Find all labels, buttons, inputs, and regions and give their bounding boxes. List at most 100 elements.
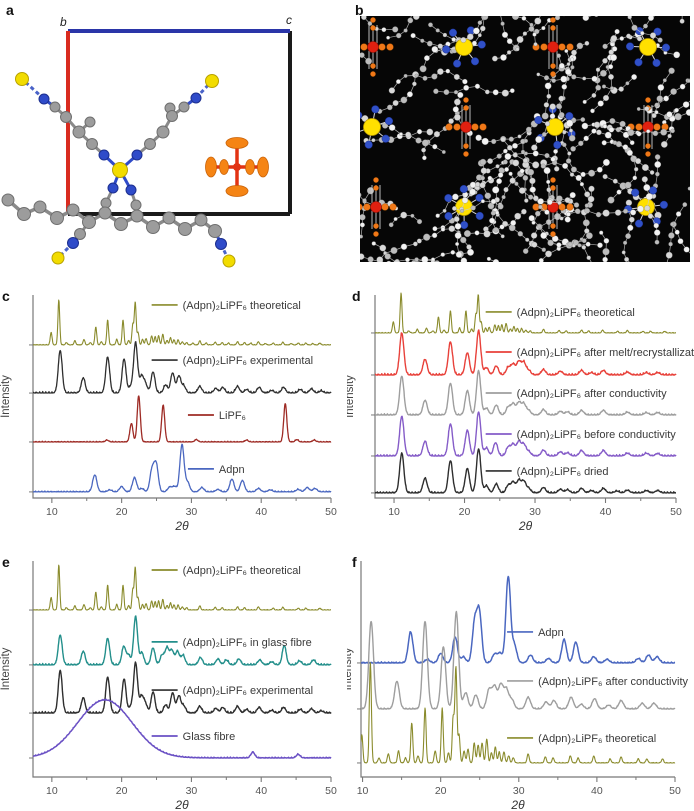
organic-atom bbox=[512, 142, 518, 149]
fluorine-ellipsoid bbox=[245, 159, 255, 175]
organic-atom bbox=[500, 234, 505, 239]
organic-atom bbox=[529, 177, 536, 185]
organic-chain-bond bbox=[600, 232, 607, 262]
organic-atom bbox=[460, 37, 467, 43]
organic-atom bbox=[435, 28, 440, 33]
organic-atom bbox=[591, 75, 598, 82]
nitrogen-atom bbox=[384, 116, 394, 126]
organic-atom bbox=[432, 226, 438, 232]
organic-atom bbox=[584, 203, 590, 208]
nitrogen-atom bbox=[381, 134, 390, 143]
organic-atom bbox=[662, 78, 667, 83]
organic-atom bbox=[410, 213, 415, 218]
organic-atom bbox=[384, 253, 391, 260]
xrd-trace-before_conductivity bbox=[375, 411, 677, 457]
organic-atom bbox=[480, 175, 485, 181]
nitrogen-atom bbox=[565, 112, 574, 121]
organic-chain-bond bbox=[430, 16, 487, 41]
legend-label-lipf6: LiPF₆ bbox=[219, 410, 246, 422]
organic-atom bbox=[556, 103, 562, 109]
carbon-atom bbox=[17, 207, 31, 221]
organic-atom bbox=[414, 73, 419, 78]
organic-atom bbox=[487, 158, 493, 164]
organic-atom bbox=[647, 213, 654, 219]
organic-atom bbox=[531, 144, 538, 151]
organic-atom bbox=[660, 141, 668, 148]
organic-atom bbox=[371, 138, 376, 143]
fluorine-atom bbox=[453, 123, 461, 131]
carbon-atom bbox=[114, 217, 128, 231]
organic-chain-bond bbox=[388, 16, 412, 39]
axes bbox=[32, 295, 331, 499]
organic-atom bbox=[396, 32, 402, 39]
organic-atom bbox=[482, 16, 489, 20]
organic-atom bbox=[419, 65, 427, 73]
legend-label-dried: (Adpn)₂LiPF₆ dried bbox=[517, 466, 609, 478]
organic-atom bbox=[587, 195, 595, 203]
organic-atom bbox=[567, 151, 572, 156]
xrd-trace-theoretical bbox=[33, 299, 332, 346]
organic-atom bbox=[453, 73, 460, 80]
nitrogen-atom bbox=[190, 92, 202, 104]
organic-atom bbox=[582, 99, 587, 104]
fluorine-atom bbox=[558, 43, 566, 51]
organic-atom bbox=[525, 237, 530, 242]
organic-atom bbox=[637, 205, 644, 213]
organic-atom bbox=[599, 230, 604, 235]
fluorine-atom bbox=[373, 231, 379, 237]
organic-atom bbox=[590, 108, 595, 114]
xrd-plot-d: 10 20 30 40 50 2θ Intensity (Adpn)₂LiPF₆ theore… bbox=[347, 292, 694, 533]
organic-atom bbox=[569, 172, 575, 177]
organic-atom bbox=[532, 161, 540, 169]
fluorine-atom bbox=[360, 43, 368, 51]
organic-atom bbox=[550, 156, 556, 162]
organic-atom bbox=[685, 109, 690, 116]
organic-atom bbox=[448, 225, 456, 232]
organic-atom bbox=[366, 187, 375, 195]
organic-atom bbox=[544, 121, 550, 127]
organic-atom bbox=[591, 128, 597, 134]
nitrogen-atom bbox=[653, 27, 662, 36]
organic-atom bbox=[581, 238, 587, 244]
organic-atom bbox=[514, 181, 519, 186]
organic-atom bbox=[522, 158, 528, 164]
legend-label-theoretical: (Adpn)₂LiPF₆ theoretical bbox=[538, 733, 656, 745]
organic-atom bbox=[614, 209, 622, 216]
organic-atom bbox=[547, 239, 554, 247]
carbon-atom bbox=[194, 213, 208, 227]
carbon-atom bbox=[66, 203, 80, 217]
organic-atom bbox=[521, 16, 527, 21]
organic-atom bbox=[687, 79, 690, 83]
organic-atom bbox=[601, 140, 607, 146]
nitrogen-atom bbox=[460, 220, 469, 230]
organic-atom bbox=[621, 250, 626, 255]
organic-atom bbox=[634, 167, 639, 172]
organic-atom bbox=[618, 86, 624, 92]
carbon-atom bbox=[208, 224, 222, 238]
organic-atom bbox=[601, 84, 607, 89]
organic-atom bbox=[558, 95, 565, 102]
organic-atom bbox=[522, 31, 528, 36]
organic-atom bbox=[467, 248, 474, 256]
lithium-atom bbox=[222, 254, 236, 268]
organic-atom bbox=[561, 84, 568, 90]
organic-atom bbox=[452, 193, 459, 201]
organic-atom bbox=[573, 202, 580, 208]
organic-atom bbox=[558, 62, 565, 69]
legend-label-theoretical: (Adpn)₂LiPF₆ theoretical bbox=[517, 307, 635, 319]
organic-atom bbox=[569, 192, 576, 199]
fluorine-atom bbox=[645, 97, 651, 103]
organic-atom bbox=[504, 153, 512, 160]
organic-atom bbox=[612, 178, 618, 184]
organic-atom bbox=[405, 131, 412, 138]
organic-atom bbox=[509, 88, 515, 94]
organic-atom bbox=[566, 119, 574, 127]
organic-atom bbox=[604, 131, 612, 139]
organic-atom bbox=[529, 186, 536, 193]
organic-atom bbox=[610, 86, 614, 90]
fluorine-atom bbox=[463, 97, 469, 103]
fluorine-atom bbox=[479, 123, 487, 131]
organic-atom bbox=[479, 182, 486, 189]
nitrogen-atom bbox=[442, 45, 451, 54]
